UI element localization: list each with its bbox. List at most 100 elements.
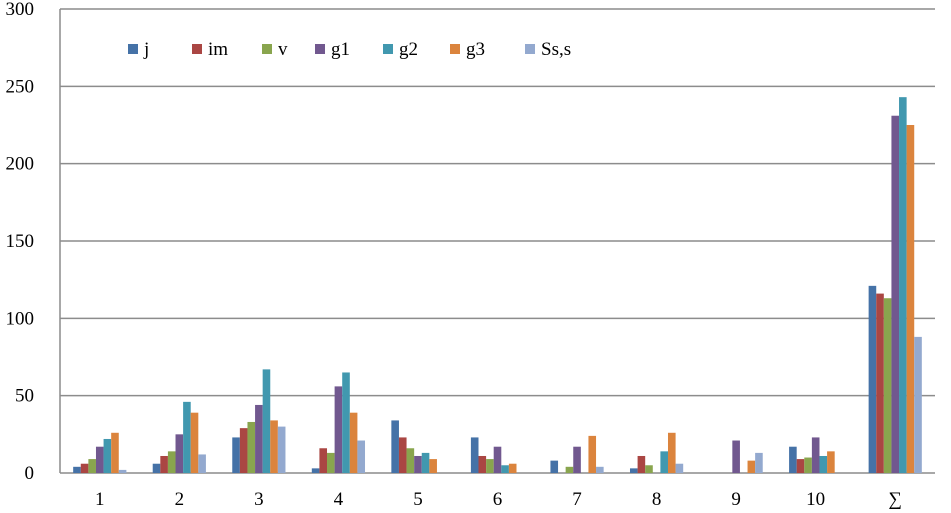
bar-j-1 <box>73 466 81 473</box>
bar-g3-5 <box>429 459 437 473</box>
bar-Sss-8 <box>675 463 684 473</box>
bar-g2-6 <box>501 465 509 473</box>
bar-g3-6 <box>508 463 517 473</box>
bar-v-8 <box>645 465 653 473</box>
y-tick-label: 100 <box>6 308 35 329</box>
legend-label: im <box>208 39 228 60</box>
legend-label: Ss,s <box>541 39 571 60</box>
y-tick-label: 150 <box>6 231 35 252</box>
bar-g3-∑ <box>906 125 915 473</box>
bar-im-4 <box>319 448 328 473</box>
x-tick-label: 5 <box>413 489 423 510</box>
legend-swatch <box>128 44 138 54</box>
y-tick-label: 300 <box>6 0 35 20</box>
x-tick-label: 3 <box>254 489 264 510</box>
bar-j-4 <box>311 468 320 473</box>
bar-g3-1 <box>111 432 119 473</box>
x-tick-label: 9 <box>731 489 741 510</box>
bar-Sss-4 <box>357 440 366 473</box>
x-tick-label: 6 <box>493 489 503 510</box>
bar-j-6 <box>470 437 479 473</box>
bar-g1-9 <box>732 440 740 473</box>
legend-label: g3 <box>466 39 485 60</box>
bar-g1-2 <box>175 434 184 473</box>
bar-g3-2 <box>190 412 199 473</box>
legend-label: g1 <box>331 39 350 60</box>
y-tick-label: 0 <box>25 463 35 484</box>
bar-v-7 <box>565 466 574 473</box>
bar-g2-3 <box>262 369 271 473</box>
bar-im-1 <box>80 463 89 473</box>
bar-g1-1 <box>95 446 104 473</box>
bar-g1-10 <box>811 437 820 473</box>
bar-im-5 <box>398 437 407 473</box>
x-tick-label: 7 <box>572 489 582 510</box>
bar-g3-3 <box>270 420 278 473</box>
y-tick-label: 200 <box>6 154 35 175</box>
bar-j-7 <box>550 460 559 473</box>
legend-swatch <box>383 44 393 54</box>
bar-j-5 <box>391 420 399 473</box>
bar-j-8 <box>629 468 638 473</box>
bar-g2-4 <box>342 372 350 473</box>
x-tick-label: ∑ <box>888 489 902 510</box>
bar-j-3 <box>232 437 240 473</box>
legend-label: g2 <box>399 39 418 60</box>
bar-Sss-7 <box>596 466 604 473</box>
legend-swatch <box>450 44 460 54</box>
bar-im-6 <box>478 455 487 473</box>
bar-Sss-9 <box>755 452 763 473</box>
bar-v-10 <box>804 457 812 473</box>
bar-im-2 <box>160 455 168 473</box>
bar-v-6 <box>486 459 494 473</box>
bar-Sss-∑ <box>914 336 922 473</box>
legend-label: v <box>278 39 288 60</box>
bar-im-3 <box>239 428 248 473</box>
bar-v-4 <box>327 452 335 473</box>
bar-g2-2 <box>183 401 191 473</box>
bar-g3-9 <box>747 460 756 473</box>
x-tick-label: 8 <box>652 489 662 510</box>
bar-v-2 <box>167 451 176 473</box>
bar-j-∑ <box>868 285 877 473</box>
legend-swatch <box>262 44 272 54</box>
bar-g2-∑ <box>899 97 907 473</box>
bar-Sss-3 <box>277 426 286 473</box>
legend-swatch <box>525 44 535 54</box>
bar-g2-1 <box>103 438 112 473</box>
bar-g1-7 <box>573 446 581 473</box>
x-tick-label: 10 <box>806 489 825 510</box>
x-tick-label: 4 <box>334 489 344 510</box>
bar-g3-4 <box>349 412 358 473</box>
bar-v-1 <box>88 459 96 473</box>
x-tick-label: 1 <box>95 489 105 510</box>
bar-g1-∑ <box>891 115 900 473</box>
bar-v-∑ <box>883 298 892 473</box>
bar-v-5 <box>406 448 415 473</box>
bar-g2-5 <box>421 452 430 473</box>
legend-swatch <box>192 44 202 54</box>
bar-g2-10 <box>819 455 828 473</box>
bar-g1-4 <box>334 386 343 473</box>
legend-swatch <box>315 44 325 54</box>
bar-j-10 <box>789 446 797 473</box>
bar-im-10 <box>796 459 805 473</box>
bar-im-8 <box>637 455 646 473</box>
bar-g1-5 <box>414 455 422 473</box>
x-tick-label: 2 <box>175 489 185 510</box>
y-tick-label: 250 <box>6 76 35 97</box>
bar-im-∑ <box>876 293 884 473</box>
bar-g1-6 <box>493 446 502 473</box>
bar-j-2 <box>152 463 161 473</box>
bar-g3-7 <box>588 435 597 473</box>
y-tick-label: 50 <box>15 386 34 407</box>
bar-Sss-2 <box>198 454 206 473</box>
bar-v-3 <box>247 421 256 473</box>
bar-g2-8 <box>660 451 668 473</box>
bar-g3-10 <box>827 451 835 473</box>
bar-g3-8 <box>667 432 676 473</box>
bar-Sss-1 <box>118 469 127 473</box>
bar-g1-3 <box>255 404 263 473</box>
legend-label: j <box>143 39 149 60</box>
